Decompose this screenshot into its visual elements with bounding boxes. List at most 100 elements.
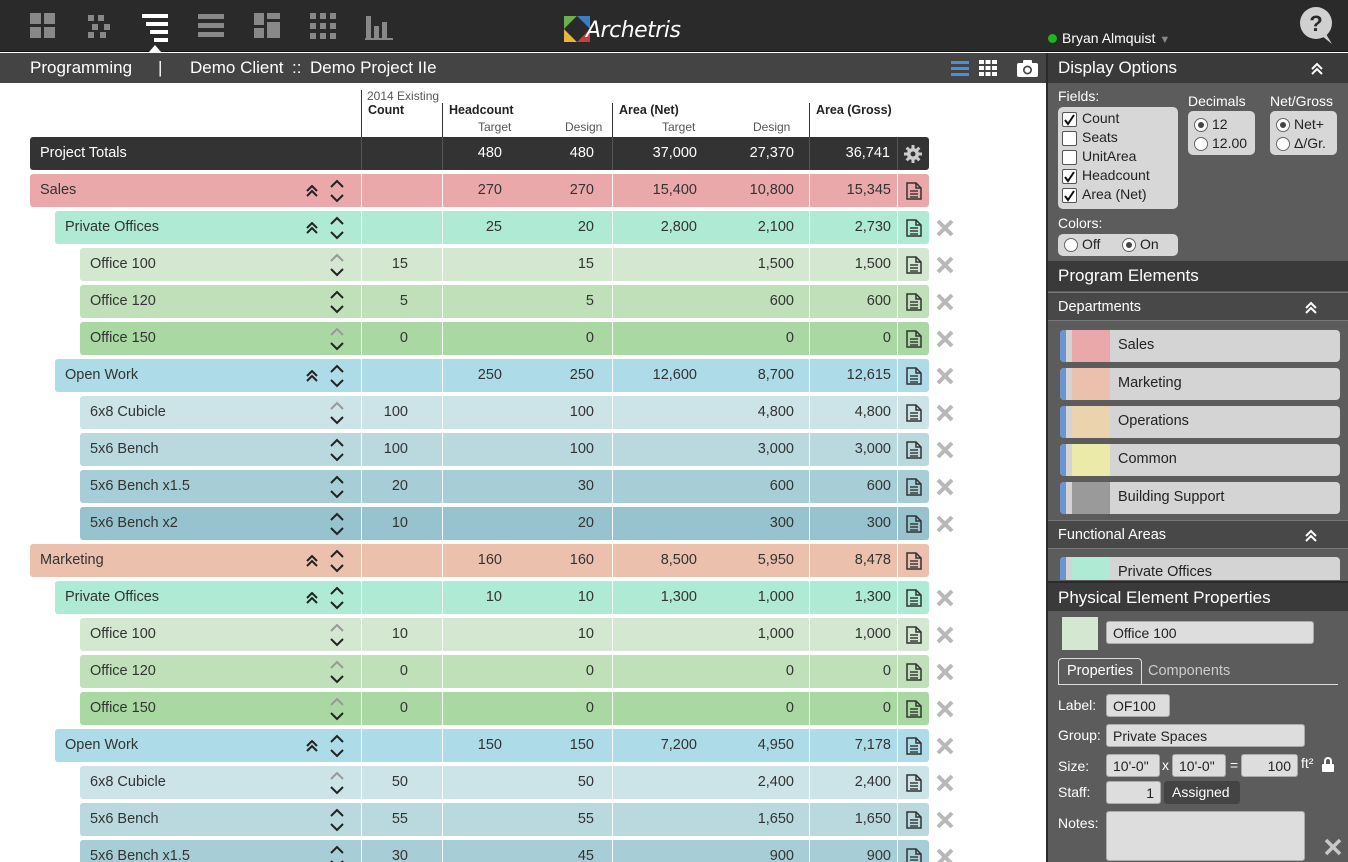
- count-cell[interactable]: 30: [391, 848, 408, 862]
- area-gross-cell[interactable]: 0: [882, 663, 891, 679]
- display-options-header[interactable]: Display Options: [1048, 53, 1348, 83]
- headcount-design-cell[interactable]: 160: [569, 552, 594, 568]
- headcount-target-cell[interactable]: 270: [477, 182, 502, 198]
- list-layout-icon[interactable]: [951, 60, 969, 81]
- row-label[interactable]: 5x6 Bench: [90, 811, 159, 827]
- headcount-design-cell[interactable]: 45: [577, 848, 594, 862]
- delete-x-icon[interactable]: [935, 218, 955, 238]
- document-icon[interactable]: [906, 441, 922, 459]
- count-cell[interactable]: 0: [399, 663, 408, 679]
- area-gross-cell[interactable]: 1,300: [854, 589, 891, 605]
- stacking-icon[interactable]: [253, 12, 283, 42]
- row-label[interactable]: Private Offices: [65, 589, 160, 605]
- drag-handle[interactable]: [1060, 482, 1066, 514]
- area-design-cell[interactable]: 1,000: [757, 626, 794, 642]
- functional-areas-header[interactable]: Functional Areas: [1048, 520, 1348, 549]
- area-gross-cell[interactable]: 2,730: [854, 219, 891, 235]
- area-design-cell[interactable]: 3,000: [757, 441, 794, 457]
- document-icon[interactable]: [906, 293, 922, 311]
- element-row[interactable]: Office 120 0 0 0 0: [80, 655, 929, 688]
- count-header[interactable]: Count: [368, 103, 405, 117]
- reorder-chevrons-icon[interactable]: [329, 583, 345, 613]
- area-design-cell[interactable]: 0: [785, 700, 794, 716]
- delete-x-icon[interactable]: [935, 255, 955, 275]
- collapse-double-chevron-icon[interactable]: [306, 185, 318, 197]
- size-depth-input[interactable]: 10'-0": [1172, 754, 1226, 777]
- row-label[interactable]: 6x8 Cubicle: [90, 774, 166, 790]
- colors-off-radio[interactable]: [1064, 238, 1078, 252]
- staff-input[interactable]: 1: [1106, 781, 1161, 804]
- notes-textarea[interactable]: [1106, 811, 1305, 861]
- area-gross-cell[interactable]: 4,800: [854, 404, 891, 420]
- area-gross-cell[interactable]: 0: [882, 700, 891, 716]
- reorder-chevrons-icon[interactable]: [329, 731, 345, 761]
- area-gross-cell[interactable]: 300: [866, 515, 891, 531]
- area-gross-cell[interactable]: 15,345: [846, 182, 891, 198]
- reorder-chevrons-icon[interactable]: [329, 620, 345, 650]
- row-label[interactable]: 5x6 Bench x1.5: [90, 848, 190, 862]
- field-checkbox-headcount[interactable]: [1062, 169, 1077, 184]
- area-target-cell[interactable]: 1,300: [660, 589, 697, 605]
- count-cell[interactable]: 55: [391, 811, 408, 827]
- element-row[interactable]: 5x6 Bench x2 10 20 300 300: [80, 507, 929, 540]
- headcount-design-cell[interactable]: 0: [585, 663, 594, 679]
- headcount-design-cell[interactable]: 20: [577, 515, 594, 531]
- functional-area-row[interactable]: Private Offices 10 10 1,300 1,000 1,300: [55, 581, 929, 614]
- functional-area-row[interactable]: Open Work 150 150 7,200 4,950 7,178: [55, 729, 929, 762]
- headcount-design-cell[interactable]: 30: [577, 478, 594, 494]
- row-label[interactable]: Private Offices: [65, 219, 160, 235]
- area-gross-cell[interactable]: 7,178: [854, 737, 891, 753]
- reorder-chevrons-icon[interactable]: [329, 694, 345, 724]
- count-cell[interactable]: 50: [391, 774, 408, 790]
- department-item[interactable]: Common: [1060, 444, 1340, 476]
- drag-handle[interactable]: [1060, 330, 1066, 362]
- size-area-input[interactable]: 100: [1241, 754, 1298, 777]
- headcount-target-cell[interactable]: 25: [485, 219, 502, 235]
- headcount-design-cell[interactable]: 5: [585, 293, 594, 309]
- collapse-double-chevron-icon[interactable]: [306, 222, 318, 234]
- delete-x-icon[interactable]: [935, 736, 955, 756]
- reorder-chevrons-icon[interactable]: [329, 509, 345, 539]
- reorder-chevrons-icon[interactable]: [329, 472, 345, 502]
- element-row[interactable]: 5x6 Bench 55 55 1,650 1,650: [80, 803, 929, 836]
- reorder-chevrons-icon[interactable]: [329, 657, 345, 687]
- document-icon[interactable]: [906, 256, 922, 274]
- document-icon[interactable]: [906, 182, 922, 200]
- row-label[interactable]: Open Work: [65, 737, 139, 753]
- area-design-cell[interactable]: 2,100: [757, 219, 794, 235]
- area-design-cell[interactable]: 10,800: [749, 182, 794, 198]
- camera-icon[interactable]: [1017, 59, 1038, 82]
- headcount-design-cell[interactable]: 15: [577, 256, 594, 272]
- headcount-design-cell[interactable]: 10: [577, 589, 594, 605]
- delete-x-icon[interactable]: [935, 625, 955, 645]
- row-label[interactable]: Office 150: [90, 700, 156, 716]
- headcount-header[interactable]: Headcount: [449, 103, 514, 117]
- area-design-cell[interactable]: 8,700: [757, 367, 794, 383]
- delete-x-icon[interactable]: [935, 514, 955, 534]
- headcount-design-cell[interactable]: 150: [569, 737, 594, 753]
- reorder-chevrons-icon[interactable]: [329, 546, 345, 576]
- area-gross-cell[interactable]: 900: [866, 848, 891, 862]
- element-row[interactable]: Office 120 5 5 600 600: [80, 285, 929, 318]
- count-cell[interactable]: 10: [391, 515, 408, 531]
- headcount-target-cell[interactable]: 10: [485, 589, 502, 605]
- count-cell[interactable]: 100: [383, 404, 408, 420]
- department-row[interactable]: Marketing 160 160 8,500 5,950 8,478: [30, 544, 929, 577]
- delete-x-icon[interactable]: [935, 588, 955, 608]
- net-plus-radio[interactable]: [1276, 118, 1290, 132]
- headcount-design-cell[interactable]: 55: [577, 811, 594, 827]
- area-gross-cell[interactable]: 1,650: [854, 811, 891, 827]
- field-checkbox-seats[interactable]: [1062, 131, 1077, 146]
- area-target-cell[interactable]: 2,800: [660, 219, 697, 235]
- delete-x-icon[interactable]: [935, 662, 955, 682]
- delete-x-icon[interactable]: [935, 403, 955, 423]
- drag-handle[interactable]: [1060, 557, 1066, 580]
- document-icon[interactable]: [906, 811, 922, 829]
- lock-icon[interactable]: [1322, 757, 1334, 777]
- element-color-swatch[interactable]: [1062, 617, 1098, 650]
- element-row[interactable]: 6x8 Cubicle 100 100 4,800 4,800: [80, 396, 929, 429]
- row-label[interactable]: 6x8 Cubicle: [90, 404, 166, 420]
- reorder-chevrons-icon[interactable]: [329, 805, 345, 835]
- row-label[interactable]: Office 100: [90, 626, 156, 642]
- area-target-cell[interactable]: 8,500: [660, 552, 697, 568]
